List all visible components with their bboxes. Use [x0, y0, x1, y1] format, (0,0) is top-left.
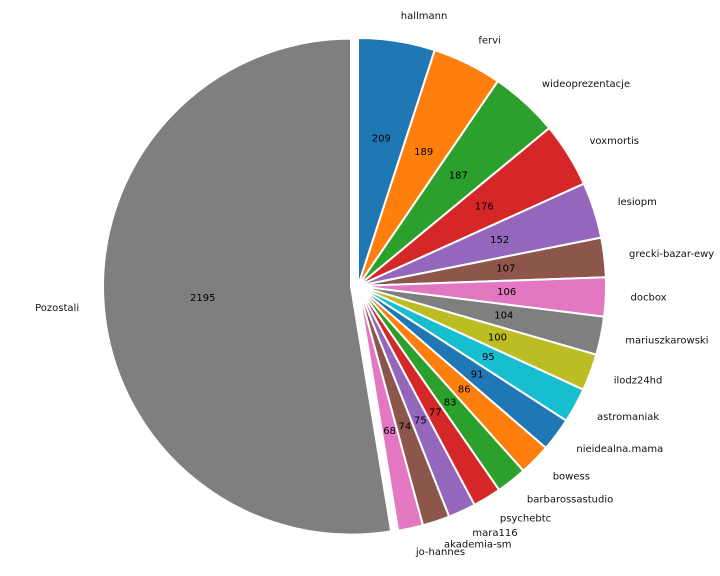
slice-value-label: 107: [496, 263, 515, 274]
slice-category-label: grecki-bazar-ewy: [629, 249, 714, 260]
slice-value-label: 2195: [190, 293, 215, 304]
pie-slice-Pozostali: [102, 37, 393, 536]
slice-value-label: 106: [497, 287, 516, 298]
slice-category-label: ilodz24hd: [614, 376, 663, 387]
slice-category-label: fervi: [478, 36, 500, 47]
pie-slice-jo-hannes: [357, 285, 425, 532]
slice-value-label: 77: [429, 408, 442, 419]
slice-category-label: mariuszkarowski: [625, 335, 708, 346]
slice-category-label: docbox: [631, 293, 667, 304]
slice-category-label: Pozostali: [35, 303, 79, 314]
slice-category-label: psychebtc: [500, 513, 551, 524]
slice-category-label: nieidealna.mama: [576, 444, 663, 455]
slice-value-label: 176: [475, 202, 494, 213]
slice-value-label: 189: [414, 147, 433, 158]
slice-value-label: 152: [490, 235, 509, 246]
slice-category-label: mara116: [472, 528, 517, 539]
slice-value-label: 68: [383, 426, 396, 437]
slice-category-label: lesiopm: [618, 197, 657, 208]
slice-value-label: 75: [414, 416, 427, 427]
slice-value-label: 187: [449, 171, 468, 182]
slice-category-label: akademia-sm: [444, 539, 512, 550]
slice-value-label: 91: [471, 370, 484, 381]
slice-value-label: 83: [444, 397, 457, 408]
slice-value-label: 104: [494, 310, 513, 321]
slice-category-label: astromaniak: [597, 412, 659, 423]
slice-category-label: wideoprezentacje: [542, 79, 630, 90]
slice-value-label: 95: [482, 352, 495, 363]
slice-value-label: 74: [399, 422, 412, 433]
slice-category-label: bowess: [553, 472, 590, 483]
slice-category-label: jo-hannes: [415, 547, 465, 558]
slice-category-label: barbarossastudio: [527, 495, 613, 506]
slice-value-label: 100: [488, 332, 507, 343]
slice-category-label: voxmortis: [589, 136, 639, 147]
slice-category-label: hallmann: [401, 11, 448, 22]
slice-value-label: 209: [372, 134, 391, 145]
slice-value-label: 86: [458, 385, 471, 396]
